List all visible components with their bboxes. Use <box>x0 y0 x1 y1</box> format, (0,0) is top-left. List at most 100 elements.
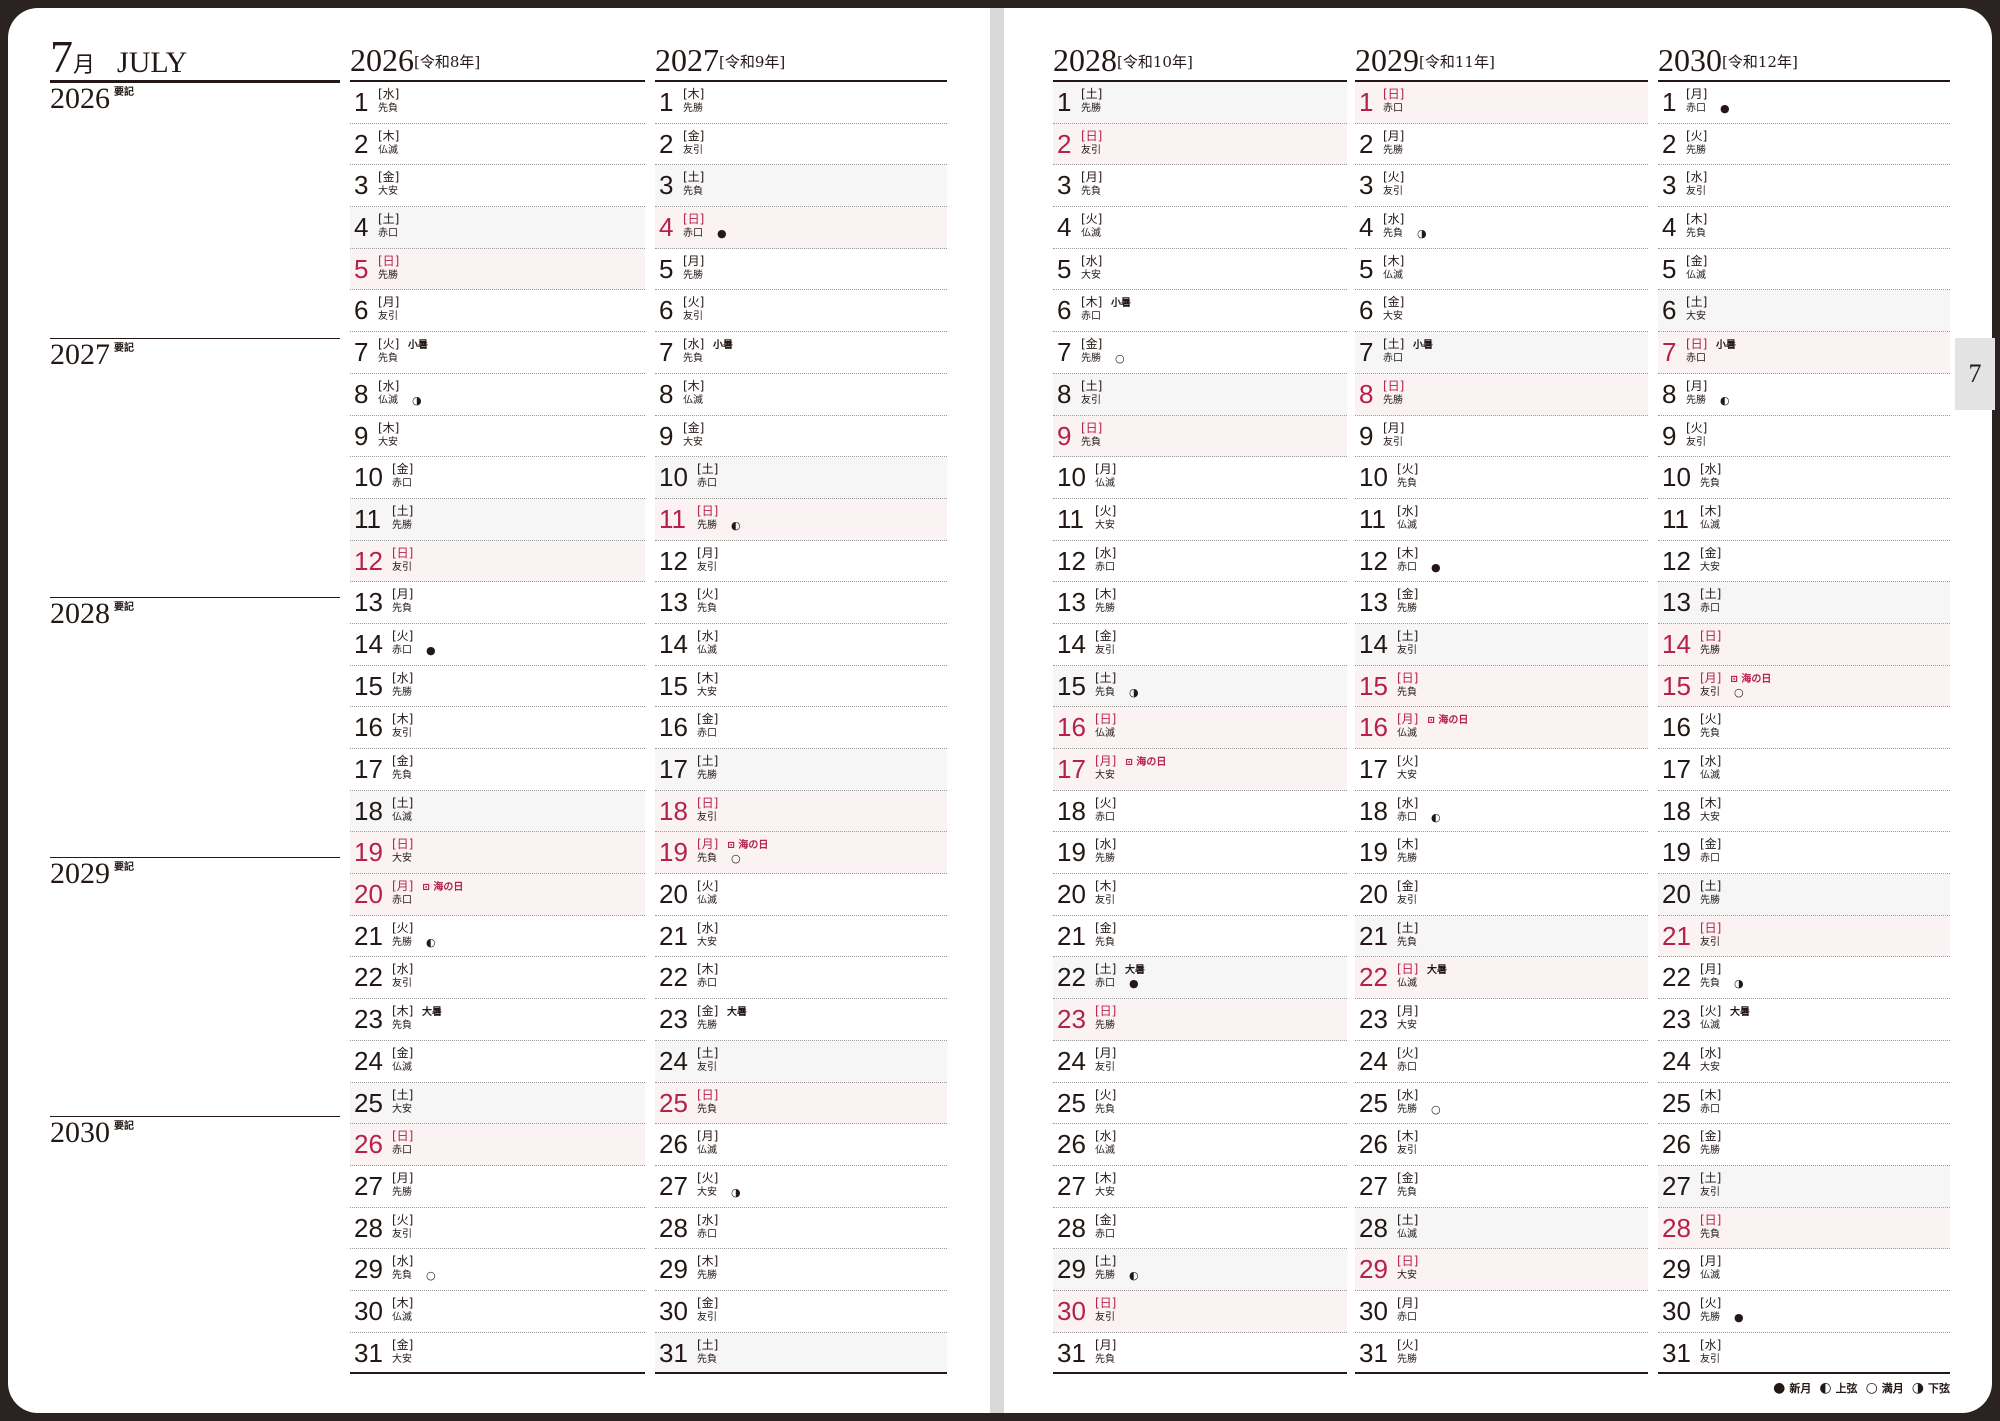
day-row[interactable]: 12 [水] 赤口 <box>1053 541 1347 583</box>
day-row[interactable]: 7 [水] 先負 小暑 <box>655 332 947 374</box>
day-row[interactable]: 2 [木] 仏滅 <box>350 124 645 166</box>
day-row[interactable]: 18 [日] 友引 <box>655 790 947 833</box>
day-row[interactable]: 29 [木] 先勝 <box>655 1249 947 1291</box>
day-row[interactable]: 2 [火] 先勝 <box>1658 124 1950 166</box>
memo-section-2027[interactable]: 2027 要記 <box>50 338 340 588</box>
day-row[interactable]: 12 [日] 友引 <box>350 540 645 583</box>
day-row[interactable]: 11 [土] 先勝 <box>350 498 645 541</box>
day-row[interactable]: 2 [金] 友引 <box>655 124 947 166</box>
day-row[interactable]: 13 [火] 先負 <box>655 582 947 624</box>
day-row[interactable]: 5 [木] 仏滅 <box>1355 249 1648 291</box>
day-row[interactable]: 23 [金] 先勝 大暑 <box>655 999 947 1041</box>
day-row[interactable]: 3 [土] 先負 <box>655 165 947 208</box>
day-row[interactable]: 6 [月] 友引 <box>350 290 645 333</box>
day-row[interactable]: 13 [木] 先勝 <box>1053 582 1347 624</box>
day-row[interactable]: 24 [土] 友引 <box>655 1040 947 1083</box>
day-row[interactable]: 6 [土] 大安 <box>1658 290 1950 333</box>
day-row[interactable]: 19 [日] 大安 <box>350 832 645 875</box>
day-row[interactable]: 12 [月] 友引 <box>655 541 947 583</box>
day-row[interactable]: 1 [月] 赤口 ● <box>1658 82 1950 124</box>
day-row[interactable]: 17 [月] 大安 ⊡ 海の日 <box>1053 749 1347 791</box>
day-row[interactable]: 16 [日] 仏滅 <box>1053 707 1347 749</box>
day-row[interactable]: 5 [日] 先勝 <box>350 248 645 291</box>
day-row[interactable]: 22 [月] 先負 ◑ <box>1658 957 1950 1000</box>
day-row[interactable]: 27 [土] 友引 <box>1658 1165 1950 1208</box>
day-row[interactable]: 3 [火] 友引 <box>1355 165 1648 208</box>
day-row[interactable]: 16 [金] 赤口 <box>655 707 947 749</box>
day-row[interactable]: 11 [火] 大安 <box>1053 499 1347 541</box>
day-row[interactable]: 31 [土] 先負 <box>655 1332 947 1375</box>
day-row[interactable]: 17 [水] 仏滅 <box>1658 749 1950 791</box>
day-row[interactable]: 17 [土] 先勝 <box>655 749 947 791</box>
day-row[interactable]: 20 [木] 友引 <box>1053 874 1347 916</box>
day-row[interactable]: 9 [火] 友引 <box>1658 416 1950 458</box>
day-row[interactable]: 20 [火] 仏滅 <box>655 874 947 916</box>
day-row[interactable]: 23 [日] 先勝 <box>1053 999 1347 1041</box>
day-row[interactable]: 30 [日] 友引 <box>1053 1290 1347 1333</box>
day-row[interactable]: 22 [日] 仏滅 大暑 <box>1355 957 1648 1000</box>
day-row[interactable]: 25 [火] 先負 <box>1053 1083 1347 1125</box>
day-row[interactable]: 14 [土] 友引 <box>1355 623 1648 666</box>
day-row[interactable]: 21 [火] 先勝 ◐ <box>350 916 645 958</box>
day-row[interactable]: 12 [金] 大安 <box>1658 541 1950 583</box>
day-row[interactable]: 4 [土] 赤口 <box>350 207 645 249</box>
day-row[interactable]: 1 [木] 先勝 <box>655 82 947 124</box>
day-row[interactable]: 11 [木] 仏滅 <box>1658 499 1950 541</box>
day-row[interactable]: 14 [水] 仏滅 <box>655 624 947 666</box>
day-row[interactable]: 19 [金] 赤口 <box>1658 832 1950 875</box>
day-row[interactable]: 13 [月] 先負 <box>350 582 645 624</box>
day-row[interactable]: 17 [火] 大安 <box>1355 749 1648 791</box>
day-row[interactable]: 27 [月] 先勝 <box>350 1166 645 1208</box>
day-row[interactable]: 4 [木] 先負 <box>1658 207 1950 249</box>
day-row[interactable]: 15 [水] 先勝 <box>350 666 645 708</box>
day-row[interactable]: 6 [金] 大安 <box>1355 290 1648 333</box>
day-row[interactable]: 29 [日] 大安 <box>1355 1249 1648 1291</box>
day-row[interactable]: 21 [土] 先負 <box>1355 915 1648 958</box>
day-row[interactable]: 5 [金] 仏滅 <box>1658 249 1950 291</box>
day-row[interactable]: 4 [火] 仏滅 <box>1053 207 1347 249</box>
day-row[interactable]: 2 [日] 友引 <box>1053 123 1347 166</box>
day-row[interactable]: 30 [金] 友引 <box>655 1291 947 1333</box>
day-row[interactable]: 12 [木] 赤口 ● <box>1355 541 1648 583</box>
day-row[interactable]: 22 [木] 赤口 <box>655 957 947 1000</box>
day-row[interactable]: 8 [土] 友引 <box>1053 373 1347 416</box>
day-row[interactable]: 21 [日] 友引 <box>1658 915 1950 958</box>
day-row[interactable]: 31 [金] 大安 <box>350 1333 645 1375</box>
day-row[interactable]: 20 [土] 先勝 <box>1658 874 1950 916</box>
day-row[interactable]: 30 [木] 仏滅 <box>350 1291 645 1333</box>
day-row[interactable]: 21 [水] 大安 <box>655 916 947 958</box>
day-row[interactable]: 3 [水] 友引 <box>1658 165 1950 208</box>
day-row[interactable]: 26 [月] 仏滅 <box>655 1124 947 1166</box>
day-row[interactable]: 7 [金] 先勝 ○ <box>1053 332 1347 374</box>
day-row[interactable]: 8 [月] 先勝 ◐ <box>1658 374 1950 416</box>
day-row[interactable]: 29 [土] 先勝 ◐ <box>1053 1249 1347 1291</box>
day-row[interactable]: 28 [土] 仏滅 <box>1355 1207 1648 1250</box>
day-row[interactable]: 30 [月] 赤口 <box>1355 1291 1648 1333</box>
memo-section-2028[interactable]: 2028 要記 <box>50 597 340 847</box>
day-row[interactable]: 15 [土] 先負 ◑ <box>1053 665 1347 708</box>
day-row[interactable]: 9 [月] 友引 <box>1355 416 1648 458</box>
day-row[interactable]: 16 [月] 仏滅 ⊡ 海の日 <box>1355 707 1648 749</box>
day-row[interactable]: 24 [火] 赤口 <box>1355 1041 1648 1083</box>
day-row[interactable]: 5 [月] 先勝 <box>655 249 947 291</box>
day-row[interactable]: 29 [水] 先負 ○ <box>350 1249 645 1291</box>
day-row[interactable]: 23 [火] 仏滅 大暑 <box>1658 999 1950 1041</box>
day-row[interactable]: 24 [金] 仏滅 <box>350 1041 645 1083</box>
day-row[interactable]: 22 [土] 赤口 ● 大暑 <box>1053 957 1347 1000</box>
day-row[interactable]: 5 [水] 大安 <box>1053 249 1347 291</box>
day-row[interactable]: 21 [金] 先負 <box>1053 916 1347 958</box>
day-row[interactable]: 15 [木] 大安 <box>655 666 947 708</box>
day-row[interactable]: 10 [金] 赤口 <box>350 457 645 499</box>
day-row[interactable]: 19 [月] 先負 ○ ⊡ 海の日 <box>655 832 947 875</box>
day-row[interactable]: 18 [水] 赤口 ◐ <box>1355 791 1648 833</box>
day-row[interactable]: 20 [月] 赤口 ⊡ 海の日 <box>350 874 645 916</box>
day-row[interactable]: 10 [火] 先負 <box>1355 457 1648 499</box>
day-row[interactable]: 1 [水] 先負 <box>350 82 645 124</box>
day-row[interactable]: 26 [日] 赤口 <box>350 1124 645 1166</box>
day-row[interactable]: 19 [水] 先勝 <box>1053 832 1347 875</box>
day-row[interactable]: 10 [水] 先負 <box>1658 457 1950 499</box>
day-row[interactable]: 8 [木] 仏滅 <box>655 374 947 416</box>
day-row[interactable]: 31 [月] 先負 <box>1053 1333 1347 1375</box>
day-row[interactable]: 7 [日] 赤口 小暑 <box>1658 332 1950 374</box>
memo-section-2026[interactable]: 2026 要記 <box>50 82 340 332</box>
